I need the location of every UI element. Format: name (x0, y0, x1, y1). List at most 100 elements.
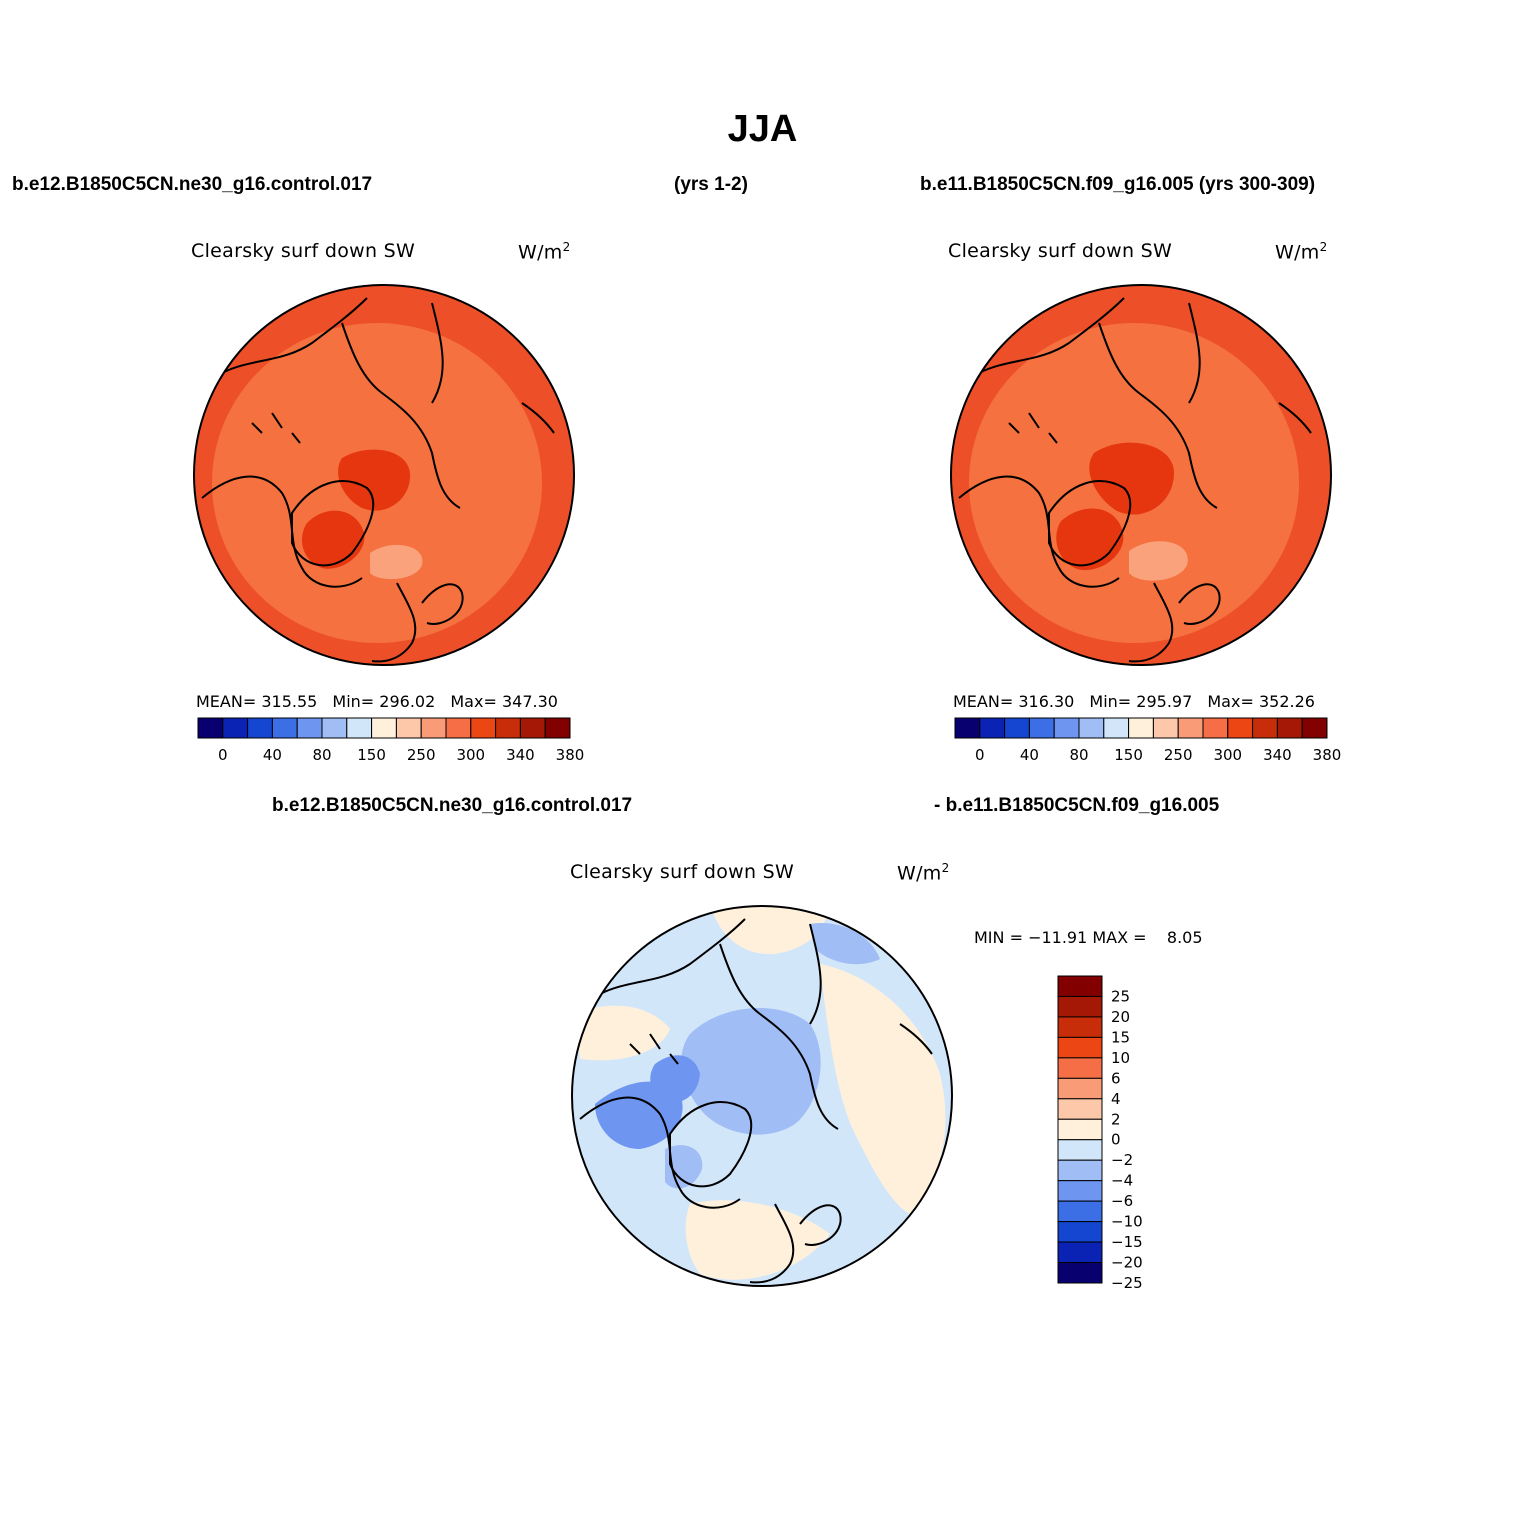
diff-field-pos-north (710, 906, 830, 955)
colorbar-swatch (1252, 717, 1278, 739)
colorbar-tick-label: −20 (1111, 1254, 1143, 1272)
panel1-title: Clearsky surf down SW (191, 240, 416, 262)
colorbar-swatch (1057, 1241, 1103, 1264)
figure-title: JJA (727, 108, 798, 150)
panel2-field-high-north (1089, 442, 1174, 515)
panel1-max: 347.30 (501, 692, 558, 711)
panel1-units: W/m2 (518, 240, 571, 263)
colorbar-swatch (1177, 717, 1204, 739)
colorbar-swatch (1301, 717, 1328, 739)
colorbar-swatch (1152, 717, 1179, 739)
colorbar-swatch (395, 717, 422, 739)
panel1-max-label: Max= (450, 692, 497, 711)
colorbar-tick-label: −15 (1111, 1233, 1143, 1251)
diff-field-neg-northeast (810, 923, 880, 965)
panel1-colorbar: 0 40 80 150 250 300 340 380 (197, 717, 584, 764)
case1-header: b.e12.B1850C5CN.ne30_g16.control.017 (12, 174, 373, 195)
colorbar-tick-label: 300 (456, 746, 485, 764)
colorbar-swatch (1057, 1221, 1103, 1243)
panel2-units: W/m2 (1275, 240, 1328, 263)
panel1-stats: MEAN= 315.55 Min= 296.02 Max= 347.30 (196, 692, 558, 711)
colorbar-tick-label: 250 (407, 746, 436, 764)
colorbar-swatch (1057, 1098, 1103, 1120)
colorbar-tick-label: 25 (1111, 987, 1130, 1005)
diff-field-pos-south (685, 1200, 830, 1280)
panel2-max-label: Max= (1207, 692, 1254, 711)
panel1-field-high-north (338, 449, 411, 511)
colorbar-tick-label: 340 (506, 746, 535, 764)
case2-header: b.e11.B1850C5CN.f09_g16.005 (yrs 300-309… (920, 174, 1316, 195)
colorbar-swatch (1057, 1262, 1103, 1284)
diff-units-sup: 2 (941, 861, 950, 875)
colorbar-tick-label: 0 (218, 746, 228, 764)
diff-units-base: W/m (897, 862, 942, 885)
colorbar-tick-label: 40 (263, 746, 282, 764)
colorbar-swatch (1227, 717, 1254, 739)
diff-left-header: b.e12.B1850C5CN.ne30_g16.control.017 (272, 795, 633, 816)
colorbar-swatch (519, 717, 546, 739)
colorbar-swatch (445, 717, 472, 739)
colorbar-tick-label: 0 (975, 746, 985, 764)
panel2-colorbar: 0 40 80 150 250 300 340 380 (954, 717, 1341, 764)
colorbar-swatch (1028, 717, 1055, 739)
panel1-mean: 315.55 (261, 692, 318, 711)
panel2-mean: 316.30 (1018, 692, 1075, 711)
colorbar-tick-label: 80 (312, 746, 331, 764)
colorbar-tick-label: −2 (1111, 1151, 1133, 1169)
colorbar-tick-label: 40 (1020, 746, 1039, 764)
diff-field-pos-west (575, 1005, 670, 1061)
colorbar-swatch (197, 717, 224, 739)
colorbar-tick-label: 10 (1111, 1049, 1130, 1067)
panel2-units-base: W/m (1275, 241, 1320, 264)
diff-map-border (571, 905, 953, 1287)
colorbar-swatch (1057, 975, 1103, 997)
colorbar-swatch (1057, 1139, 1103, 1161)
colorbar-swatch (1128, 717, 1154, 739)
colorbar-swatch (420, 717, 447, 739)
colorbar-tick-label: 0 (1111, 1131, 1121, 1149)
panel1-map-border (193, 284, 575, 666)
panel2-units-sup: 2 (1319, 240, 1328, 254)
colorbar-tick-label: −4 (1111, 1172, 1133, 1190)
colorbar-swatch (1057, 1200, 1103, 1223)
colorbar-tick-label: 2 (1111, 1110, 1121, 1128)
panel2-title: Clearsky surf down SW (948, 240, 1173, 262)
colorbar-tick-label: 20 (1111, 1008, 1130, 1026)
colorbar-tick-label: −6 (1111, 1192, 1133, 1210)
colorbar-tick-label: 15 (1111, 1028, 1130, 1046)
panel1-field-high-greenland (302, 510, 365, 569)
diff-field-pos-east (820, 964, 946, 1214)
panel1-mean-label: MEAN= (196, 692, 257, 711)
colorbar-swatch (1057, 1118, 1103, 1141)
colorbar-tick-label: −25 (1111, 1274, 1143, 1292)
colorbar-swatch (1078, 717, 1105, 739)
diff-stats: MIN = −11.91 MAX = 8.05 (974, 928, 1203, 947)
colorbar-tick-label: 4 (1111, 1090, 1121, 1108)
colorbar-tick-label: −10 (1111, 1213, 1143, 1231)
panel2-max: 352.26 (1258, 692, 1315, 711)
colorbar-swatch (495, 717, 521, 739)
colorbar-swatch (954, 717, 981, 739)
panel2-mean-label: MEAN= (953, 692, 1014, 711)
colorbar-swatch (321, 717, 348, 739)
colorbar-swatch (470, 717, 497, 739)
panel1-units-base: W/m (518, 241, 563, 264)
panel1-min-label: Min= (332, 692, 375, 711)
panel1-min: 296.02 (379, 692, 436, 711)
colorbar-swatch (1053, 717, 1080, 739)
colorbar-swatch (1057, 1159, 1103, 1182)
panel1-units-sup: 2 (562, 240, 571, 254)
panel1-map (193, 284, 575, 666)
diff-title: Clearsky surf down SW (570, 861, 795, 883)
case1-years-header: (yrs 1-2) (674, 174, 748, 195)
colorbar-swatch (1057, 1036, 1103, 1059)
colorbar-swatch (1057, 1077, 1103, 1100)
diff-map (571, 905, 953, 1287)
colorbar-swatch (222, 717, 249, 739)
colorbar-tick-label: 300 (1213, 746, 1242, 764)
colorbar-tick-label: 380 (556, 746, 585, 764)
colorbar-tick-label: 340 (1263, 746, 1292, 764)
diff-coastlines (579, 918, 933, 1284)
diff-field-neg-islands (650, 1055, 700, 1103)
